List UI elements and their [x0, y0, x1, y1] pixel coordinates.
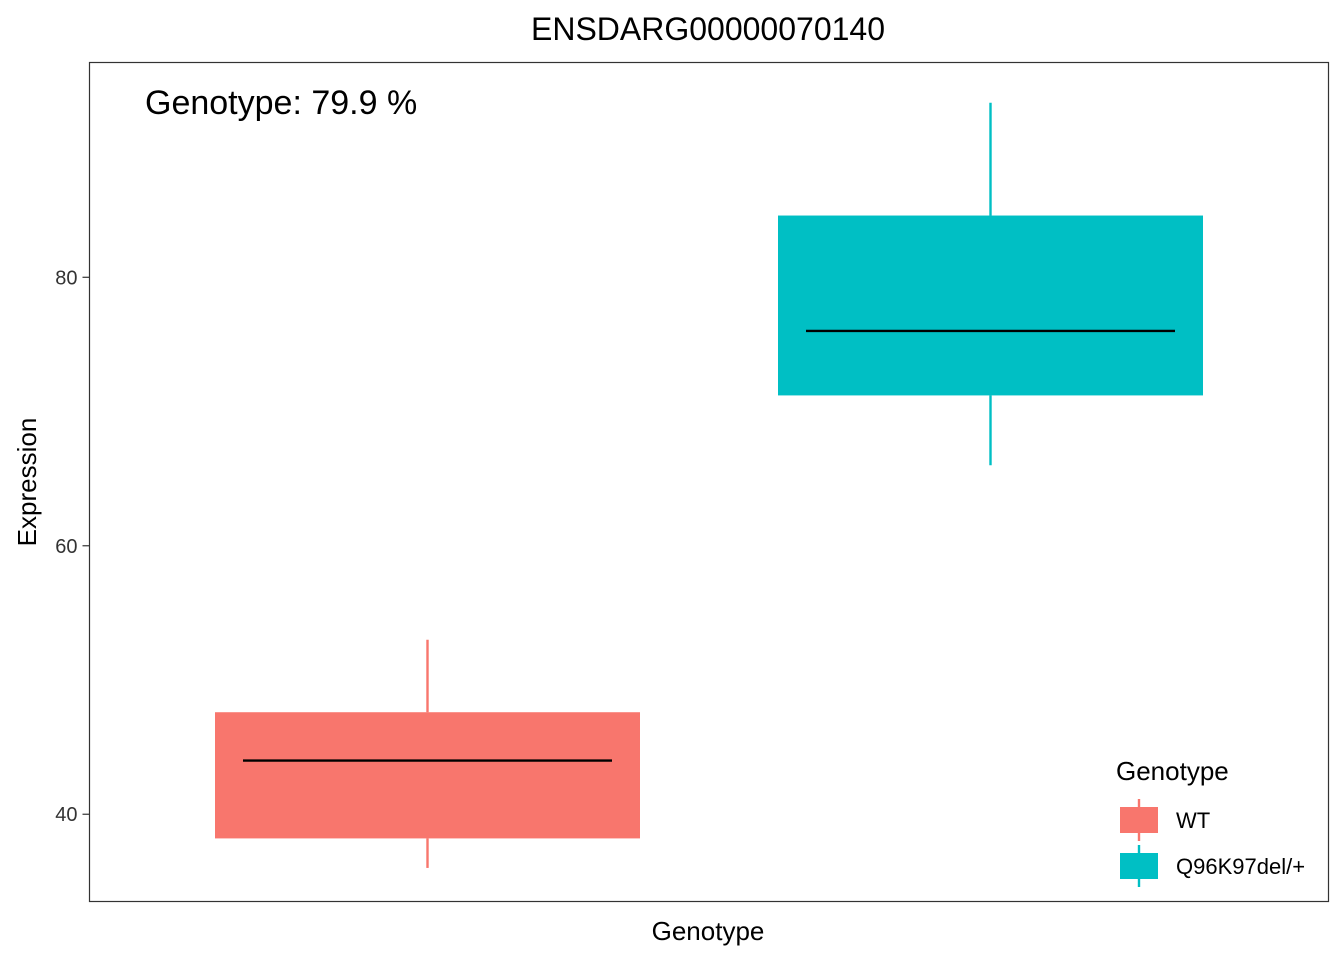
legend-title: Genotype: [1116, 756, 1229, 786]
legend: Genotype WT Q96K97del/+: [1116, 756, 1305, 887]
y-tick-label-1: 60: [55, 536, 77, 558]
legend-key-1: [1120, 845, 1158, 887]
legend-key-swatch-1: [1120, 853, 1158, 879]
y-axis: 40 60 80: [55, 267, 90, 826]
x-axis-title: Genotype: [652, 916, 765, 946]
legend-label-1: Q96K97del/+: [1176, 854, 1305, 879]
y-tick-label-0: 40: [55, 804, 77, 826]
box-1: [778, 102, 1203, 466]
legend-key-swatch-0: [1120, 807, 1158, 833]
chart-annotation: Genotype: 79.9 %: [145, 84, 417, 122]
box-body-1: [778, 215, 1203, 396]
y-axis-title: Expression: [12, 418, 42, 547]
boxes-layer: [215, 102, 1203, 868]
legend-key-0: [1120, 799, 1158, 841]
box-body-0: [215, 712, 640, 839]
box-0: [215, 639, 640, 868]
y-tick-label-2: 80: [55, 267, 77, 289]
chart-title: ENSDARG00000070140: [531, 11, 885, 47]
legend-label-0: WT: [1176, 808, 1210, 833]
